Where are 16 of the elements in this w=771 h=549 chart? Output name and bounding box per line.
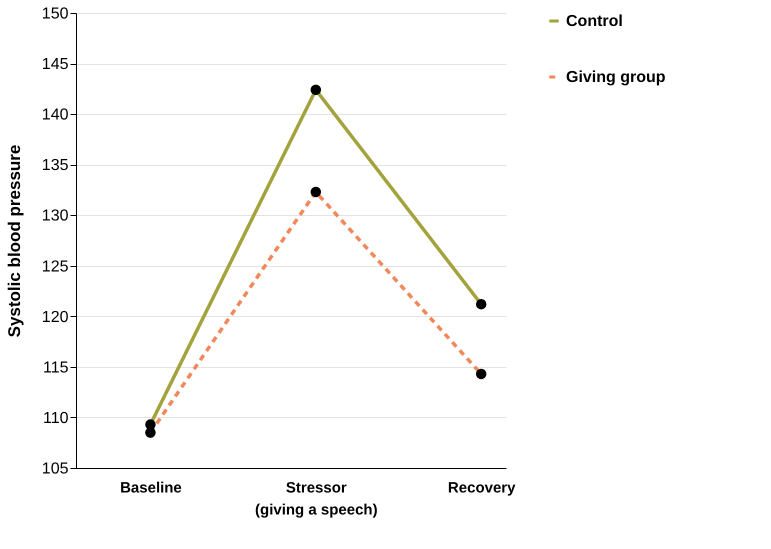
- y-tick-label: 125: [42, 258, 69, 276]
- legend-label: Giving group: [566, 69, 666, 86]
- y-tick-label: 110: [42, 410, 69, 427]
- y-tick-label: 130: [42, 208, 69, 225]
- x-tick-label: Stressor (giving a speech): [255, 480, 378, 518]
- y-axis-title: Systolic blood pressure: [4, 144, 24, 338]
- x-tick-label: Baseline: [120, 480, 182, 496]
- y-tick-label: 145: [42, 56, 69, 74]
- y-tick-label: 150: [42, 6, 69, 22]
- y-tick-label: 120: [42, 308, 69, 326]
- y-tick-label: 115: [42, 359, 69, 376]
- y-tick-label: 105: [42, 460, 69, 478]
- y-tick-label: 140: [42, 106, 69, 124]
- x-tick-label: Recovery: [448, 480, 516, 496]
- legend-label: Control: [566, 13, 623, 30]
- y-tick-label: 135: [42, 157, 69, 174]
